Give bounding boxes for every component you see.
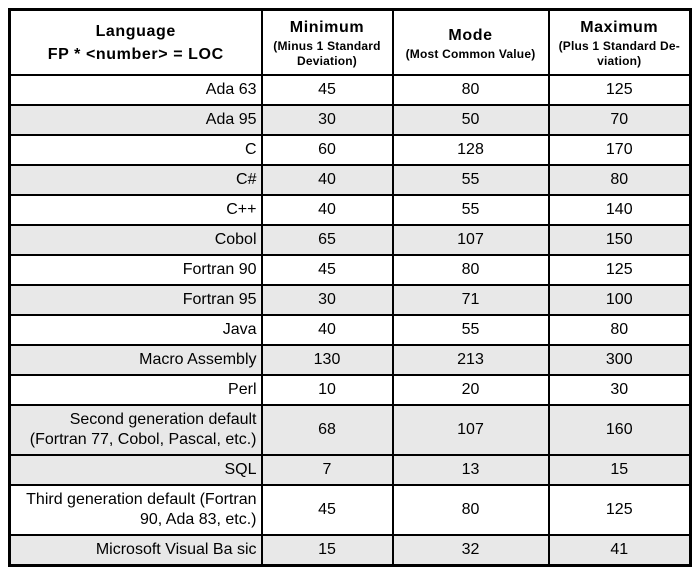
minimum-cell: 65: [260, 224, 394, 256]
mode-cell: 55: [391, 314, 550, 346]
maximum-cell: 41: [547, 534, 692, 567]
mode-cell: 80: [391, 74, 550, 106]
minimum-cell: 10: [260, 374, 394, 406]
mode-cell: 20: [391, 374, 550, 406]
maximum-cell: 125: [547, 484, 692, 536]
table-row: C 60 128 170: [8, 134, 692, 166]
maximum-cell: 30: [547, 374, 692, 406]
minimum-column-header: Minimum (Minus 1 Standard Deviation): [260, 8, 394, 76]
language-cell: C: [8, 134, 263, 166]
table-row: Ada 95 30 50 70: [8, 104, 692, 136]
maximum-column-subtitle: (Plus 1 Standard De-viation): [558, 39, 680, 68]
fp-to-loc-table: Language FP * <number> = LOC Minimum (Mi…: [8, 8, 692, 567]
mode-column-header: Mode (Most Common Value): [391, 8, 550, 76]
table-body: Ada 63 45 80 125 Ada 95 30 50 70 C 60 128 170 C# 40 55…: [8, 74, 692, 567]
language-cell: Ada 63: [8, 74, 263, 106]
minimum-cell: 130: [260, 344, 394, 376]
table-header: Language FP * <number> = LOC Minimum (Mi…: [8, 8, 692, 76]
maximum-cell: 160: [547, 404, 692, 456]
language-cell: Third generation default (Fortran 90, Ad…: [8, 484, 263, 536]
maximum-column-header: Maximum (Plus 1 Standard De-viation): [547, 8, 692, 76]
minimum-cell: 40: [260, 164, 394, 196]
language-cell: Fortran 90: [8, 254, 263, 286]
table-row: Macro Assembly 130 213 300: [8, 344, 692, 376]
language-cell: C#: [8, 164, 263, 196]
language-cell: Macro Assembly: [8, 344, 263, 376]
mode-cell: 55: [391, 164, 550, 196]
language-cell: Microsoft Visual Ba sic: [8, 534, 263, 567]
minimum-cell: 68: [260, 404, 394, 456]
minimum-cell: 45: [260, 484, 394, 536]
language-column-subtitle: FP * <number> = LOC: [47, 45, 224, 63]
language-cell: Perl: [8, 374, 263, 406]
minimum-cell: 7: [260, 454, 394, 486]
mode-cell: 80: [391, 484, 550, 536]
mode-cell: 71: [391, 284, 550, 316]
minimum-cell: 30: [260, 104, 394, 136]
mode-cell: 32: [391, 534, 550, 567]
table-row: Perl 10 20 30: [8, 374, 692, 406]
maximum-cell: 125: [547, 74, 692, 106]
minimum-column-subtitle: (Minus 1 Standard Deviation): [273, 39, 381, 68]
mode-cell: 55: [391, 194, 550, 226]
mode-column-title: Mode: [448, 26, 493, 44]
minimum-cell: 40: [260, 194, 394, 226]
table-row: Java 40 55 80: [8, 314, 692, 346]
table-row: Fortran 90 45 80 125: [8, 254, 692, 286]
minimum-cell: 30: [260, 284, 394, 316]
language-cell: Java: [8, 314, 263, 346]
table-row: Ada 63 45 80 125: [8, 74, 692, 106]
maximum-cell: 300: [547, 344, 692, 376]
language-cell: Cobol: [8, 224, 263, 256]
maximum-cell: 125: [547, 254, 692, 286]
mode-cell: 107: [391, 224, 550, 256]
table-row: Second generation default (Fortran 77, C…: [8, 404, 692, 456]
minimum-cell: 40: [260, 314, 394, 346]
table-row: SQL 7 13 15: [8, 454, 692, 486]
language-cell: Ada 95: [8, 104, 263, 136]
mode-cell: 213: [391, 344, 550, 376]
mode-cell: 128: [391, 134, 550, 166]
language-cell: C++: [8, 194, 263, 226]
maximum-cell: 140: [547, 194, 692, 226]
language-cell: Fortran 95: [8, 284, 263, 316]
language-cell: Second generation default (Fortran 77, C…: [8, 404, 263, 456]
maximum-cell: 70: [547, 104, 692, 136]
maximum-cell: 100: [547, 284, 692, 316]
language-column-header: Language FP * <number> = LOC: [8, 8, 263, 76]
maximum-cell: 150: [547, 224, 692, 256]
minimum-cell: 60: [260, 134, 394, 166]
table-row: C++ 40 55 140: [8, 194, 692, 226]
minimum-cell: 45: [260, 74, 394, 106]
maximum-cell: 80: [547, 314, 692, 346]
mode-cell: 50: [391, 104, 550, 136]
mode-cell: 13: [391, 454, 550, 486]
maximum-cell: 80: [547, 164, 692, 196]
language-column-title: Language: [95, 22, 176, 40]
minimum-column-title: Minimum: [289, 19, 365, 36]
maximum-cell: 15: [547, 454, 692, 486]
language-cell: SQL: [8, 454, 263, 486]
minimum-cell: 45: [260, 254, 394, 286]
table-row: Cobol 65 107 150: [8, 224, 692, 256]
table-row: Third generation default (Fortran 90, Ad…: [8, 484, 692, 536]
header-row: Language FP * <number> = LOC Minimum (Mi…: [8, 8, 692, 76]
mode-cell: 80: [391, 254, 550, 286]
table-row: C# 40 55 80: [8, 164, 692, 196]
mode-cell: 107: [391, 404, 550, 456]
minimum-cell: 15: [260, 534, 394, 567]
table-row: Fortran 95 30 71 100: [8, 284, 692, 316]
table-row: Microsoft Visual Ba sic 15 32 41: [8, 534, 692, 567]
maximum-cell: 170: [547, 134, 692, 166]
mode-column-subtitle: (Most Common Value): [405, 46, 536, 61]
maximum-column-title: Maximum: [580, 19, 659, 36]
